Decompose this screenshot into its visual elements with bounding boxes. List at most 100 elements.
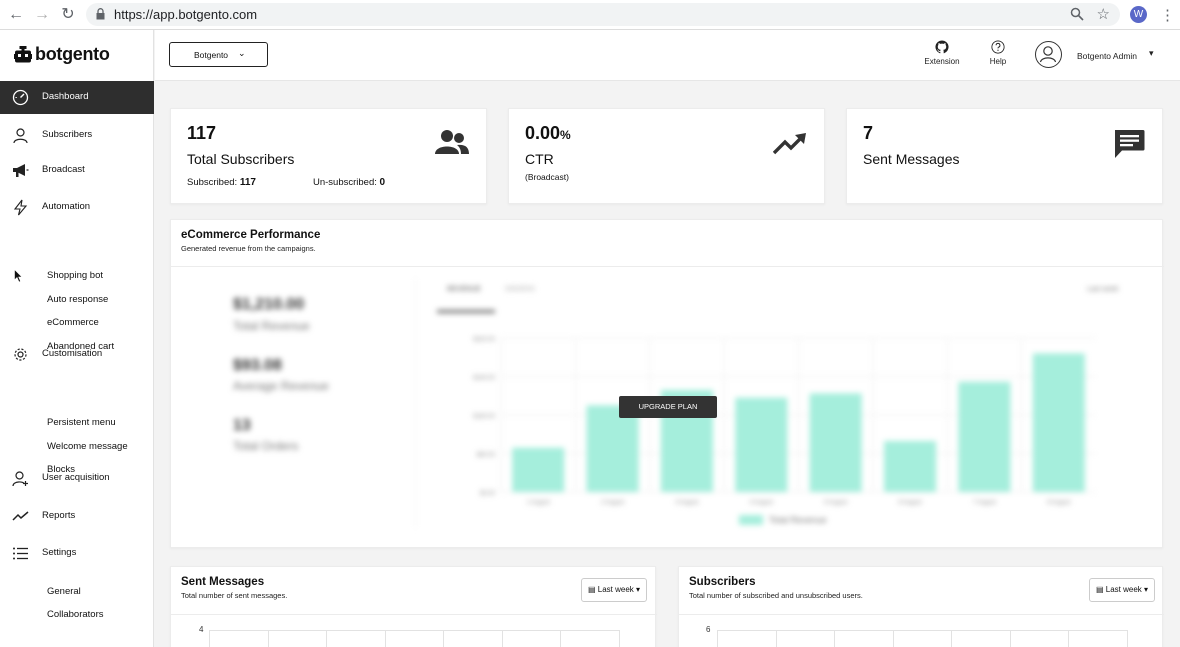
grid-line	[385, 630, 386, 647]
calendar-icon: ▤	[1095, 585, 1104, 594]
help-circle-icon	[991, 40, 1005, 54]
stat-card-sent-messages: 7 Sent Messages	[846, 108, 1163, 204]
upgrade-plan-button[interactable]: UPGRADE PLAN	[619, 396, 717, 418]
github-icon	[935, 40, 949, 54]
sidebar-item-customisation[interactable]: Customisation	[0, 338, 154, 371]
legend-label: Total Revenue	[769, 515, 827, 525]
top-header: Botgento ⌄ Extension Help Botgento Admin…	[155, 30, 1180, 81]
grid-line	[560, 630, 561, 647]
mouse-cursor-icon	[14, 269, 23, 283]
chart-bar	[735, 397, 788, 492]
chart-x-tick-label: 8 August	[1047, 500, 1071, 506]
zoom-icon[interactable]	[1070, 7, 1084, 21]
total-revenue-value: $1,210.00	[233, 296, 305, 313]
sidebar-subitem-abandoned-cart[interactable]: Abandoned cart	[47, 341, 115, 352]
chart-bar	[809, 393, 862, 492]
sent-messages-panel: Sent Messages Total number of sent messa…	[170, 566, 657, 647]
grid-line	[209, 630, 619, 631]
chart-bar	[1032, 353, 1085, 492]
chart-y-tick-label: $0.00	[480, 491, 496, 497]
browser-menu-icon[interactable]: ⋮	[1160, 7, 1175, 24]
sent-messages-range-button[interactable]: ▤ Last week ▾	[581, 578, 647, 602]
sidebar-subitem-auto-response[interactable]: Auto response	[47, 294, 109, 305]
sidebar-item-label: User acquisition	[42, 472, 110, 483]
grid-line	[443, 630, 444, 647]
user-menu-caret-icon[interactable]: ▾	[1149, 48, 1154, 58]
user-add-icon	[12, 471, 28, 487]
bookmark-star-icon[interactable]: ☆	[1096, 6, 1110, 23]
forward-arrow-icon[interactable]: →	[34, 6, 50, 23]
subscribers-count: 117	[187, 123, 217, 143]
chart-y-tick-label: $80.00	[477, 453, 496, 459]
user-avatar[interactable]	[1035, 41, 1062, 68]
sidebar-subitem-persistent-menu[interactable]: Persistent menu	[47, 417, 116, 428]
grid-line	[776, 630, 777, 647]
trend-icon	[12, 511, 29, 521]
sidebar-item-dashboard[interactable]: Dashboard	[0, 81, 154, 114]
chart-y-tick-label: $320.00	[473, 337, 495, 343]
stats-divider	[415, 278, 416, 528]
subscribers-range-button[interactable]: ▤ Last week ▾	[1089, 578, 1155, 602]
grid-line	[893, 630, 894, 647]
chart-y-tick-label: $240.00	[473, 376, 495, 382]
tab-revenue[interactable]: REVENUE	[447, 286, 481, 293]
sidebar-item-label: Broadcast	[42, 164, 85, 175]
sidebar-subitem-shopping-bot[interactable]: Shopping bot	[47, 270, 103, 281]
unsubscribed-stat: Un-subscribed: 0	[313, 177, 386, 188]
sidebar-subitem-general[interactable]: General	[47, 586, 81, 597]
chart-bar	[884, 440, 937, 492]
sidebar-item-broadcast[interactable]: Broadcast	[0, 154, 154, 187]
subscribers-panel: Subscribers Total number of subscribed a…	[678, 566, 1164, 647]
chart-bar	[958, 381, 1011, 492]
stat-card-subscribers: 117 Total Subscribers Subscribed: 117 Un…	[170, 108, 487, 204]
calendar-icon: ▤	[587, 585, 596, 594]
chat-message-icon	[1115, 130, 1145, 158]
extension-button[interactable]: Extension	[917, 40, 967, 66]
grid-line	[268, 630, 269, 647]
gauge-icon	[12, 89, 29, 106]
sidebar-item-user-acquisition[interactable]: User acquisition	[0, 462, 154, 495]
chart-x-tick-label: 6 August	[898, 500, 922, 506]
grid-line	[1127, 630, 1128, 647]
sidebar-item-reports[interactable]: Reports	[0, 500, 154, 533]
stat-card-ctr: 0.00% CTR (Broadcast)	[508, 108, 825, 204]
chart-x-tick-label: 2 August	[601, 500, 625, 506]
caret-down-icon: ▾	[636, 585, 641, 594]
help-button[interactable]: Help	[973, 40, 1023, 66]
sidebar-subitem-welcome-message[interactable]: Welcome message	[47, 441, 128, 452]
grid-line	[951, 630, 952, 647]
bot-select-dropdown[interactable]: Botgento ⌄	[169, 42, 268, 67]
browser-profile-avatar[interactable]: W	[1130, 6, 1147, 23]
user-name[interactable]: Botgento Admin	[1077, 51, 1138, 61]
subscribers-range-label: Last week	[1105, 585, 1142, 594]
tab-orders[interactable]: ORDERS	[505, 286, 535, 293]
address-bar[interactable]: https://app.botgento.com ☆	[86, 3, 1120, 26]
subscribers-panel-title: Subscribers	[689, 576, 756, 588]
chart-x-tick-label: 4 August	[750, 500, 774, 506]
bot-select-value: Botgento	[194, 50, 229, 60]
total-orders-value: 13	[233, 417, 251, 434]
sidebar-subitem-ecommerce[interactable]: eCommerce	[47, 317, 99, 328]
sidebar-subitem-collaborators[interactable]: Collaborators	[47, 609, 104, 620]
trending-up-icon	[773, 133, 806, 155]
revenue-range-select[interactable]: Last week	[1087, 286, 1119, 293]
caret-down-icon: ▾	[1144, 585, 1149, 594]
back-arrow-icon[interactable]: ←	[8, 6, 24, 23]
sidebar-item-settings[interactable]: Settings	[0, 537, 154, 570]
grid-line	[717, 630, 718, 647]
active-tab-indicator	[437, 310, 495, 313]
chart-x-tick-label: 1 August	[527, 500, 551, 506]
chart-x-tick-label: 7 August	[973, 500, 997, 506]
ctr-value: 0.00%	[525, 123, 571, 143]
sidebar-item-subscribers[interactable]: Subscribers	[0, 119, 154, 152]
chart-x-tick-label: 5 August	[824, 500, 848, 506]
average-revenue-value: $93.08	[233, 357, 282, 374]
subscribed-stat: Subscribed: 117	[187, 177, 256, 188]
reload-icon[interactable]: ↻	[61, 6, 75, 23]
sidebar-subitem-blocks[interactable]: Blocks	[47, 464, 75, 475]
sidebar-item-label: Settings	[42, 547, 77, 558]
url-text: https://app.botgento.com	[114, 7, 258, 22]
sidebar-item-automation[interactable]: Automation	[0, 191, 154, 224]
average-revenue-label: Average Revenue	[233, 379, 329, 393]
users-group-icon	[435, 130, 469, 154]
